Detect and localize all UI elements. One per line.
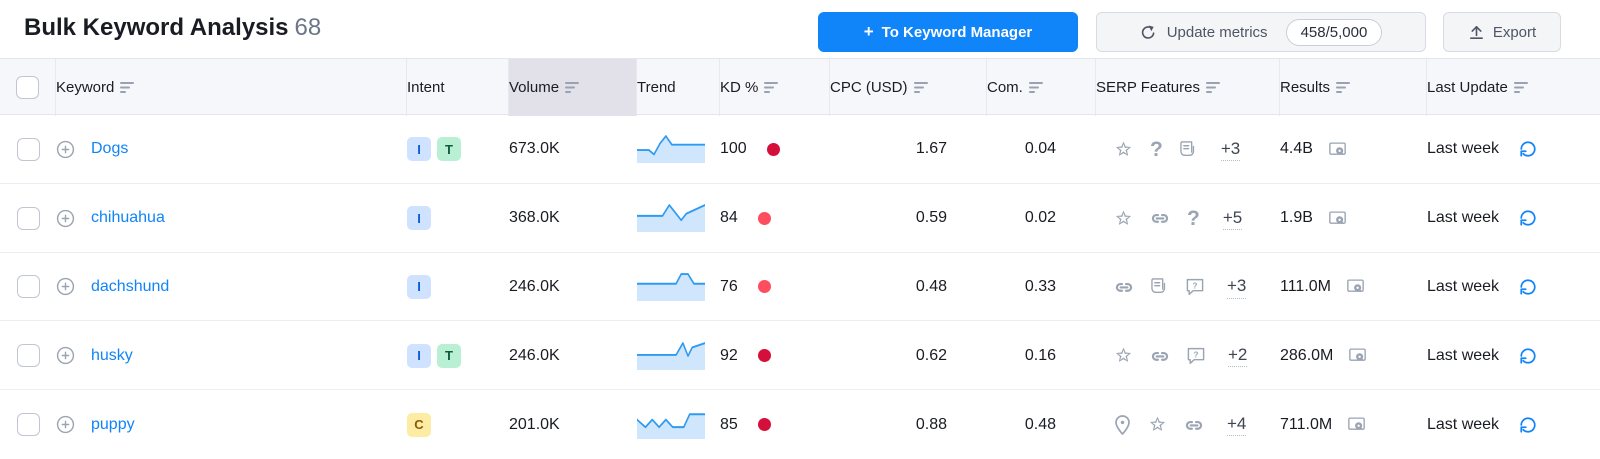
svg-text:?: ? <box>1193 282 1198 291</box>
svg-text:?: ? <box>1194 351 1199 360</box>
